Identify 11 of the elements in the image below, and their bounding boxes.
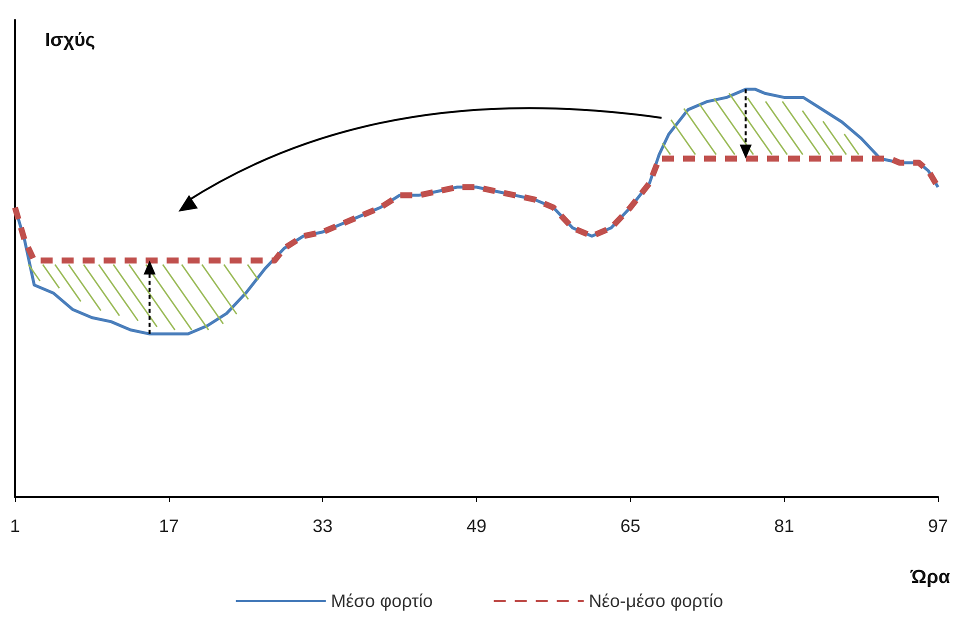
y-axis-title: Ισχύς xyxy=(45,30,96,51)
x-tick-label: 97 xyxy=(928,516,948,536)
x-tick-label: 81 xyxy=(774,516,794,536)
legend-label: Μέσο φορτίο xyxy=(330,591,433,611)
x-axis-title: Ώρα xyxy=(910,567,950,588)
x-tick-label: 49 xyxy=(466,516,487,536)
x-tick-label: 1 xyxy=(10,516,20,536)
legend-label: Νέο-μέσο φορτίο xyxy=(588,591,724,611)
x-tick-label: 33 xyxy=(312,516,333,536)
x-tick-label: 17 xyxy=(158,516,179,536)
x-tick-label: 65 xyxy=(620,516,640,536)
